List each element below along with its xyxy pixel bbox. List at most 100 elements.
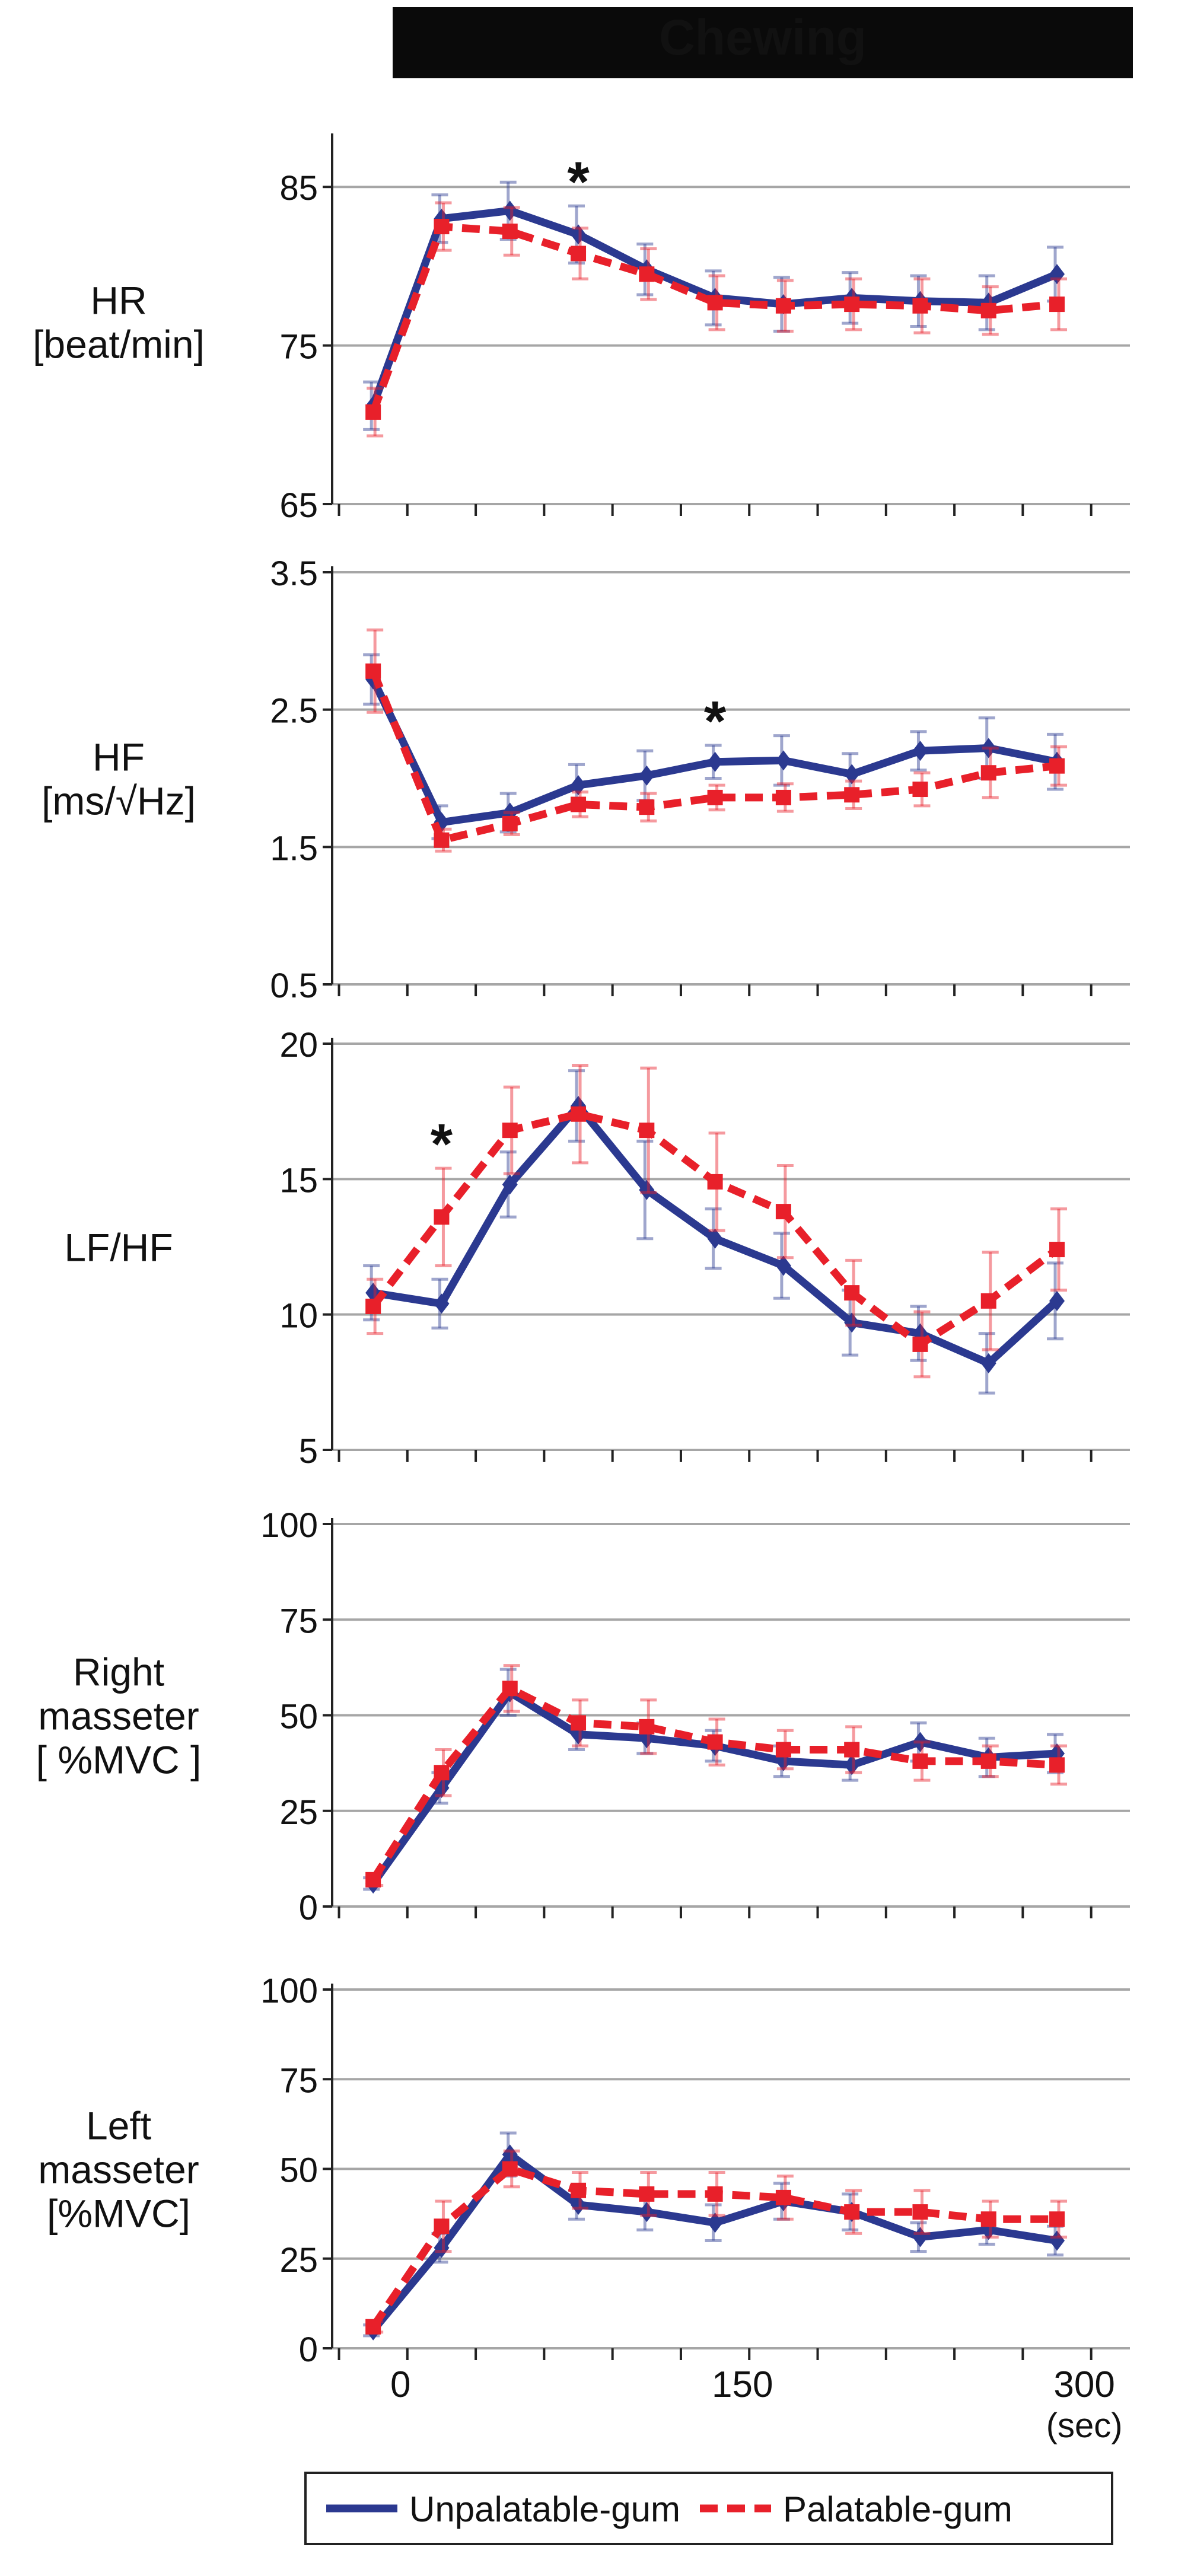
y-axis-label: HF (93, 735, 145, 779)
y-tick-label: 100 (260, 1972, 318, 2010)
y-tick-label: 0 (299, 1889, 318, 1927)
data-point (707, 1174, 723, 1190)
y-tick-label: 10 (279, 1297, 318, 1335)
data-point (775, 2189, 791, 2205)
data-point (775, 1255, 791, 1276)
series-palatable (365, 201, 1068, 438)
y-tick-label: 65 (279, 486, 318, 525)
data-point (502, 815, 518, 831)
data-point (980, 738, 996, 758)
data-point (434, 832, 450, 848)
data-point (639, 266, 655, 282)
data-point (912, 2227, 928, 2247)
y-tick-label: 50 (279, 2151, 318, 2190)
y-tick-label: 25 (279, 1793, 318, 1832)
y-axis-label: Left (86, 2104, 151, 2148)
legend: Unpalatable-gum Palatable-gum (304, 2472, 1113, 2545)
y-tick-label: 25 (279, 2241, 318, 2279)
data-point (844, 787, 860, 803)
data-point (1049, 1290, 1065, 1311)
data-point (639, 2202, 655, 2223)
data-point (434, 2218, 450, 2234)
chewing-header-bar (393, 7, 1133, 78)
data-point (775, 298, 791, 314)
x-tick-label: 0 (390, 2364, 410, 2405)
data-point (1049, 297, 1065, 313)
panel-2: 5 10 15 20 LF/HF * (64, 1026, 1130, 1471)
x-axis: 0 150 300(sec) (390, 2364, 1123, 2445)
data-point (980, 765, 996, 781)
data-point (639, 765, 655, 786)
series-line (370, 2150, 1058, 2333)
y-tick-label: 3.5 (270, 554, 318, 593)
data-point (912, 741, 928, 761)
data-point (571, 796, 587, 812)
y-axis-label: [%MVC] (47, 2192, 190, 2236)
data-point (571, 2195, 587, 2215)
chewing-header-label: Chewing (659, 9, 867, 65)
data-point (844, 297, 860, 313)
series-unpalatable (363, 653, 1065, 840)
data-point (1049, 2211, 1065, 2227)
series-palatable (365, 2149, 1068, 2335)
x-axis-unit: (sec) (1046, 2406, 1123, 2445)
data-point (434, 1209, 450, 1225)
significance-marker: * (567, 150, 590, 213)
data-point (1049, 1242, 1065, 1258)
data-point (365, 1872, 381, 1888)
series-unpalatable (363, 2131, 1065, 2341)
series-unpalatable (363, 1069, 1065, 1395)
data-point (775, 789, 791, 805)
data-point (571, 775, 587, 796)
y-tick-label: 2.5 (270, 692, 318, 731)
data-point (707, 2212, 723, 2233)
data-point (502, 1174, 518, 1195)
data-point (912, 1732, 928, 1752)
data-point (844, 2204, 860, 2220)
data-point (502, 200, 518, 221)
data-point (775, 1204, 791, 1220)
data-point (1049, 2230, 1065, 2251)
significance-marker: * (431, 1112, 453, 1176)
series-palatable (365, 628, 1068, 853)
data-point (844, 1312, 860, 1333)
data-point (502, 1123, 518, 1139)
data-point (571, 1715, 587, 1731)
y-tick-label: 85 (279, 169, 318, 208)
data-point (912, 1753, 928, 1769)
series-line (370, 1684, 1058, 1882)
data-point (571, 1106, 587, 1122)
significance-marker: * (704, 690, 727, 753)
series-line (370, 669, 1058, 844)
panel-0: 65 75 85 HR[beat/min] * (33, 133, 1130, 525)
series-palatable (365, 1664, 1068, 1888)
data-point (980, 1753, 996, 1769)
data-point (912, 298, 928, 314)
y-tick-label: 50 (279, 1698, 318, 1736)
y-tick-label: 0.5 (270, 967, 318, 1005)
x-tick-label: 150 (712, 2364, 773, 2405)
data-point (434, 1293, 450, 1314)
data-point (707, 295, 723, 311)
y-axis-label: masseter (38, 2148, 199, 2192)
y-tick-label: 75 (279, 1602, 318, 1640)
data-point (980, 2211, 996, 2227)
y-axis-label: HR (90, 279, 147, 323)
data-point (571, 246, 587, 262)
data-point (434, 219, 450, 235)
y-tick-label: 0 (299, 2330, 318, 2369)
data-point (844, 1755, 860, 1775)
data-point (844, 1742, 860, 1758)
y-axis-label: [ms/√Hz] (42, 779, 196, 823)
data-point (365, 663, 381, 679)
legend-label-unpalatable: Unpalatable-gum (409, 2489, 680, 2529)
data-point (775, 1742, 791, 1758)
legend-label-palatable: Palatable-gum (783, 2489, 1012, 2529)
data-point (912, 782, 928, 798)
data-point (980, 1293, 996, 1309)
data-point (434, 1765, 450, 1781)
data-point (844, 1285, 860, 1301)
data-point (1049, 758, 1065, 774)
data-point (707, 789, 723, 805)
data-point (502, 2161, 518, 2177)
